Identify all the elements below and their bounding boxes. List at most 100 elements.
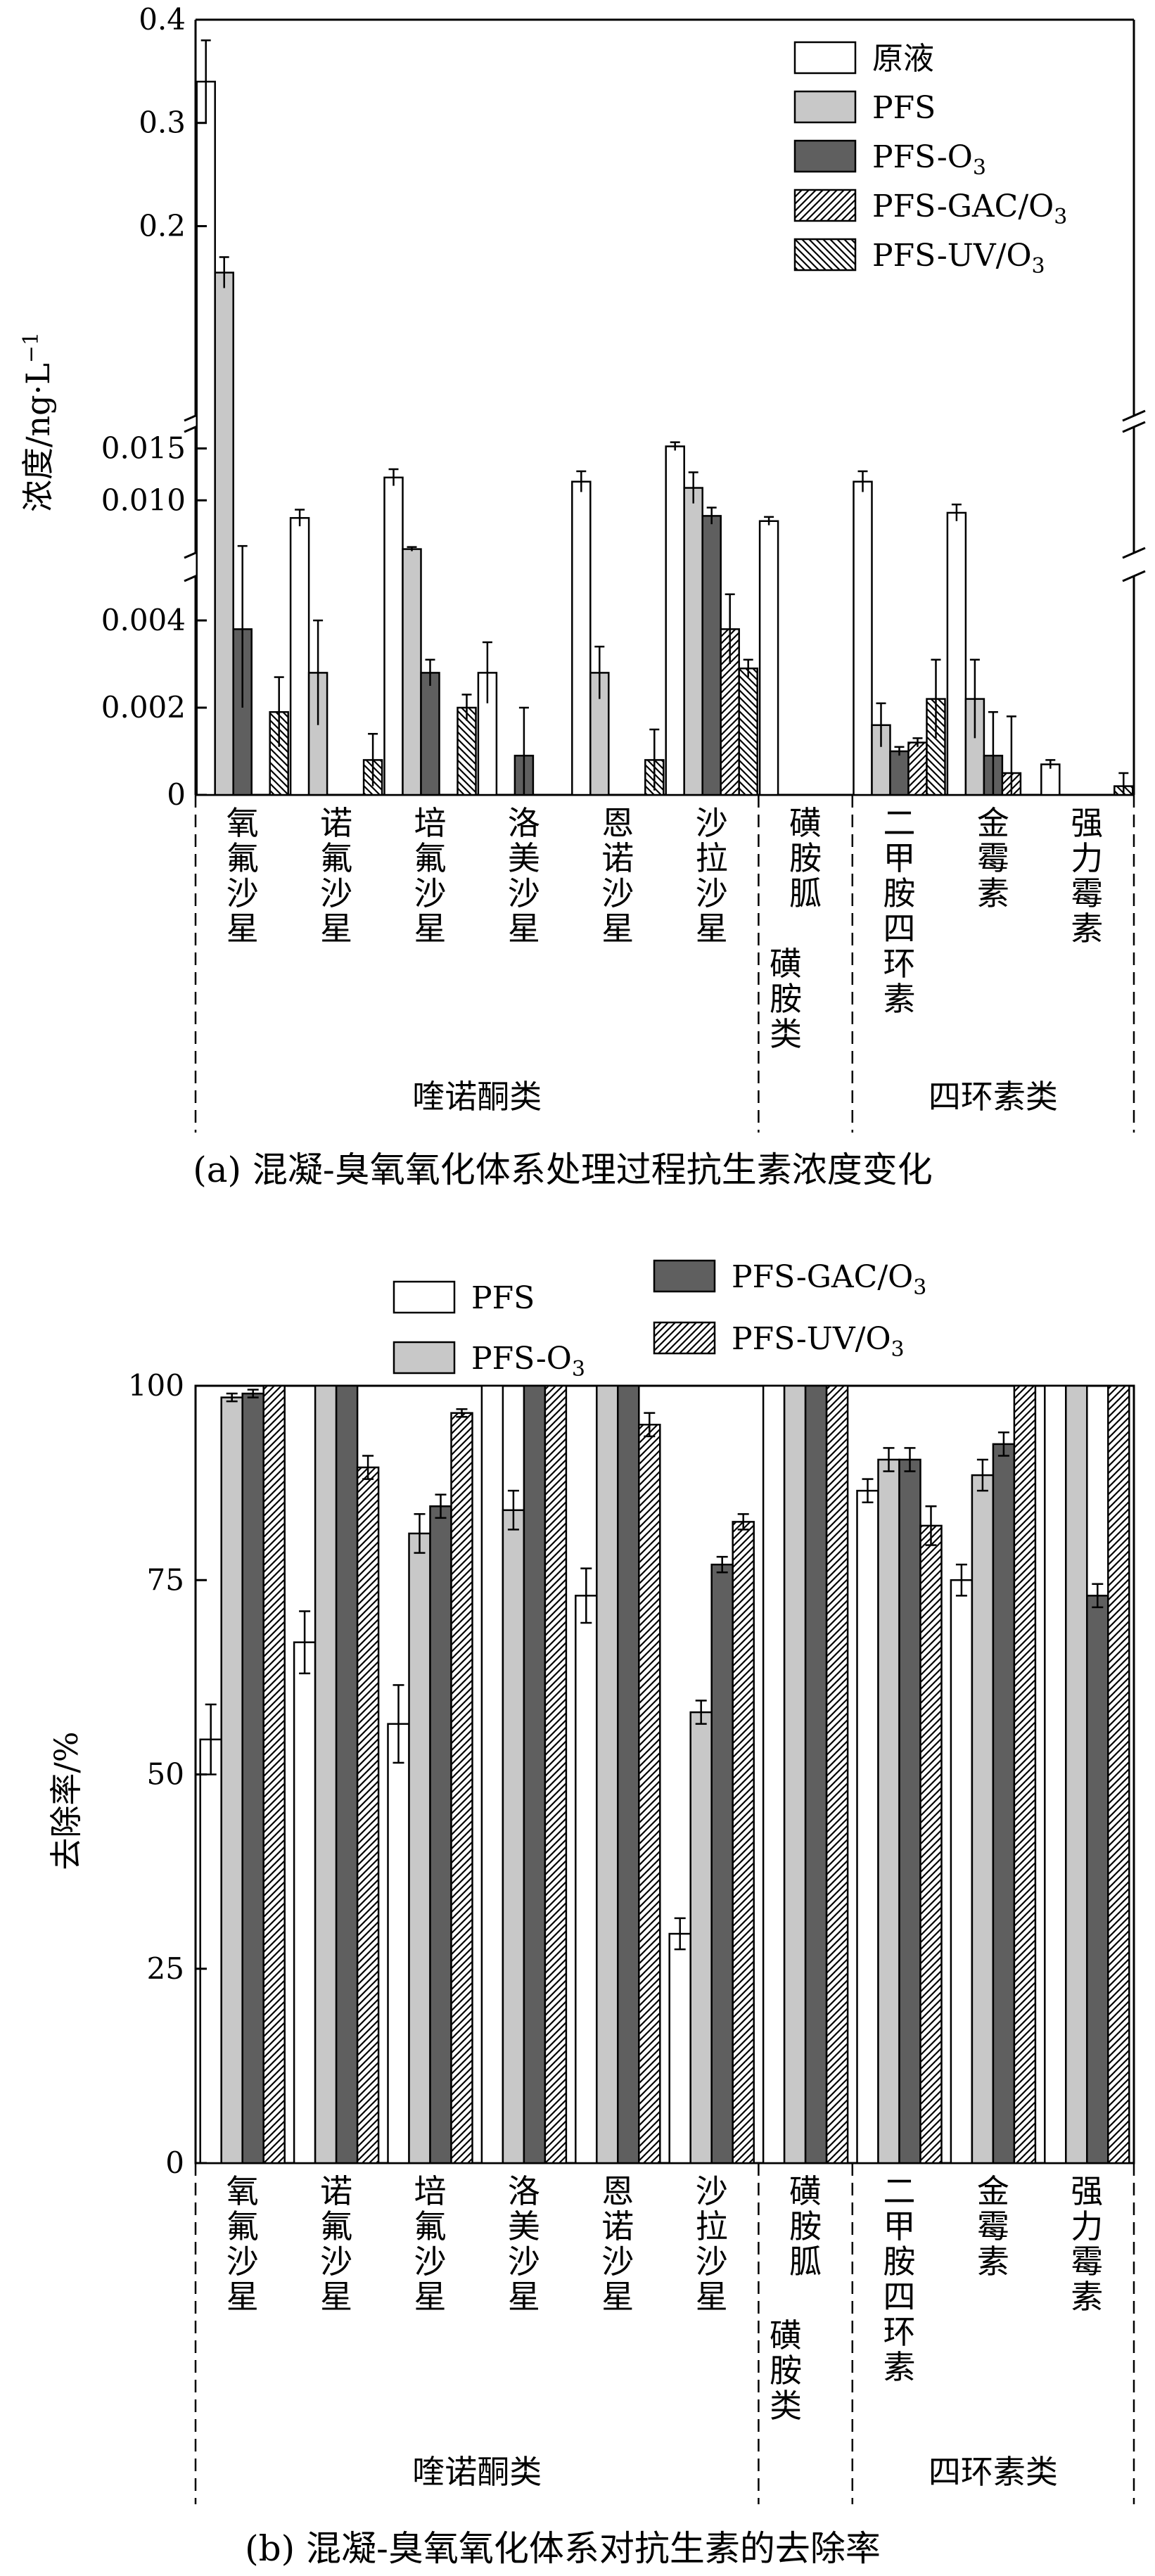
panel-a-y-tick-label: 0.4 [139,2,186,37]
panel-b-legend: PFS PFS-O3 PFS-GAC/O3 PFS-UV/O3 [393,1259,926,1382]
panel-b-legend-label: PFS [471,1280,535,1316]
panel-b-bar-pfs-uv-o [1013,1384,1037,2164]
panel-a-y-tick-label: 0.3 [139,106,186,140]
panel-b-legend-swatch [393,1341,456,1375]
panel-b-y-tick-label: 50 [147,1757,184,1792]
panel-b-bar-pfs-gac-o [241,1392,264,2164]
panel-a-y-tick-label: 0.2 [139,208,186,243]
panel-b-group-label: 喹诺酮类 [412,2453,542,2491]
panel-b-bar-pfs [199,1738,222,2164]
panel-a-y-tick-label: 0 [167,777,186,812]
panel-a-legend-label: PFS-O3 [872,139,986,180]
panel-a-chart: 0 0.002 0.004 0.010 0.015 0.2 0.3 0.4 原液 PFS PFS-… [19,2,1146,1190]
panel-a-category-label: 强力霉素 [1071,804,1103,948]
panel-b-bar-pfs [293,1641,317,2164]
panel-b-legend-swatch [653,1321,716,1355]
panel-b-caption: (b) 混凝-臭氧氧化体系对抗生素的去除率 [245,2528,881,2569]
panel-b-category-label: 洛美沙星 [508,2172,540,2316]
panel-a-bar-pfs [214,272,234,796]
panel-a-caption: (a) 混凝-臭氧氧化体系处理过程抗生素浓度变化 [193,1149,933,1190]
panel-b-bar-pfs [1044,1384,1067,2164]
panel-a-group-label: 磺胺类 [770,945,802,1053]
panel-b-category-label: 诺氟沙星 [320,2172,352,2316]
panel-a-bar-pfs [402,548,422,796]
panel-b-bar-pfs-o [220,1396,243,2164]
panel-b-bar-pfs [856,1489,879,2164]
panel-a-bar-series [665,445,685,796]
panel-a-bar-series [383,476,404,796]
panel-b-bar-pfs-gac-o [710,1563,734,2164]
panel-b-bar-pfs [387,1723,410,2164]
panel-b-group-label: 磺胺类 [770,2316,802,2425]
panel-b-bar-pfs-gac-o [898,1458,921,2164]
panel-b-legend-swatch [393,1280,456,1314]
panel-b-y-tick-label: 75 [147,1562,184,1597]
panel-a-axis-break-mark [1122,570,1146,582]
panel-a-bar-series [853,480,873,796]
panel-a-bar-pfs-uv-o [738,667,758,796]
panel-b-category-label: 二甲胺四环素 [883,2172,916,2386]
panel-b-bar-pfs-uv-o [919,1524,943,2164]
panel-b-bar-pfs-uv-o [356,1466,380,2164]
panel-a-y-tick-label: 0.015 [101,431,186,466]
panel-a-legend-swatch [793,238,857,272]
panel-b-bar-pfs [480,1384,504,2164]
panel-b-bar-pfs [950,1579,974,2164]
panel-b-bar-pfs-o [596,1384,619,2164]
panel-a-y-tick-label: 0.004 [101,603,186,637]
panel-b-category-label: 强力霉素 [1071,2172,1103,2316]
panel-b-error-bars [205,1389,1104,1951]
panel-b-bar-pfs-o [408,1532,431,2164]
panel-b-bar-pfs-gac-o [1086,1595,1109,2164]
panel-b-bar-pfs-o [1065,1384,1088,2164]
panel-a-bar-pfs-o [889,750,910,796]
panel-a-legend: 原液 PFS PFS-O3 PFS-GAC/O3 PFS-UV/O3 [793,41,1067,279]
panel-b-bar-pfs-uv-o [1107,1384,1130,2164]
panel-b-category-label: 磺胺胍 [789,2172,822,2281]
panel-b-legend-swatch [653,1259,716,1293]
panel-a-legend-swatch [793,189,857,222]
panel-b-bar-pfs-uv-o [544,1384,568,2164]
panel-b-bar-pfs-uv-o [825,1384,849,2164]
panel-a-axis-break-mark [1122,409,1146,422]
panel-b-bar-pfs-gac-o [523,1384,547,2164]
panel-a-frame [184,18,1146,796]
panel-a-axis-break-mark [1122,547,1146,559]
panel-b-bar-pfs-uv-o [262,1384,286,2164]
panel-a-category-label: 洛美沙星 [508,804,540,948]
panel-a-category-label: 沙拉沙星 [696,804,728,948]
panel-b-bar-pfs-gac-o [429,1505,452,2164]
panel-a-category-label: 二甲胺四环素 [883,804,916,1018]
panel-a-bar-series [758,520,779,796]
panel-a-bar-pfs-gac-o [907,741,928,796]
panel-b-bar-pfs-uv-o [638,1424,661,2164]
panel-a-category-label: 金霉素 [977,804,1009,912]
panel-a-category-label: 诺氟沙星 [320,804,352,948]
panel-a-group-label: 四环素类 [929,1078,1058,1116]
panel-b-bar-pfs-uv-o [450,1412,473,2164]
panel-b-group-label: 四环素类 [929,2453,1058,2491]
panel-b-y-ticks: 0 25 50 75 100 [128,1368,207,2180]
panel-b-category-label: 沙拉沙星 [696,2172,728,2316]
panel-a-legend-swatch [793,41,857,75]
panel-a-bar-pfs [683,487,703,796]
panel-b-category-label: 恩诺沙星 [601,2172,634,2316]
panel-b-bar-pfs-gac-o [804,1384,828,2164]
panel-a-category-labels: 氧氟沙星 诺氟沙星 培氟沙星 洛美沙星 恩诺沙星 沙拉沙星 磺胺胍 二甲胺四环素 金霉素 强力霉素 [226,804,1104,1018]
panel-b-bar-pfs-uv-o [732,1521,755,2164]
panel-b-category-label: 氧氟沙星 [226,2172,259,2316]
panel-b-category-label: 培氟沙星 [414,2172,447,2316]
panel-a-y-axis-title: 浓度/ng·L−1 [19,332,57,512]
panel-a-bar-series [196,80,216,796]
panel-a-bar-series [289,517,310,796]
panel-b-bar-pfs-o [783,1384,807,2164]
panel-a-category-label: 恩诺沙星 [601,804,634,948]
panel-b-category-label: 金霉素 [977,2172,1009,2281]
panel-b-category-labels: 氧氟沙星 诺氟沙星 培氟沙星 洛美沙星 恩诺沙星 沙拉沙星 磺胺胍 二甲胺四环素 金霉素 强力霉素 [226,2172,1104,2386]
panel-b-y-axis-title: 去除率/% [47,1731,85,1870]
panel-a-bar-series [571,480,592,796]
